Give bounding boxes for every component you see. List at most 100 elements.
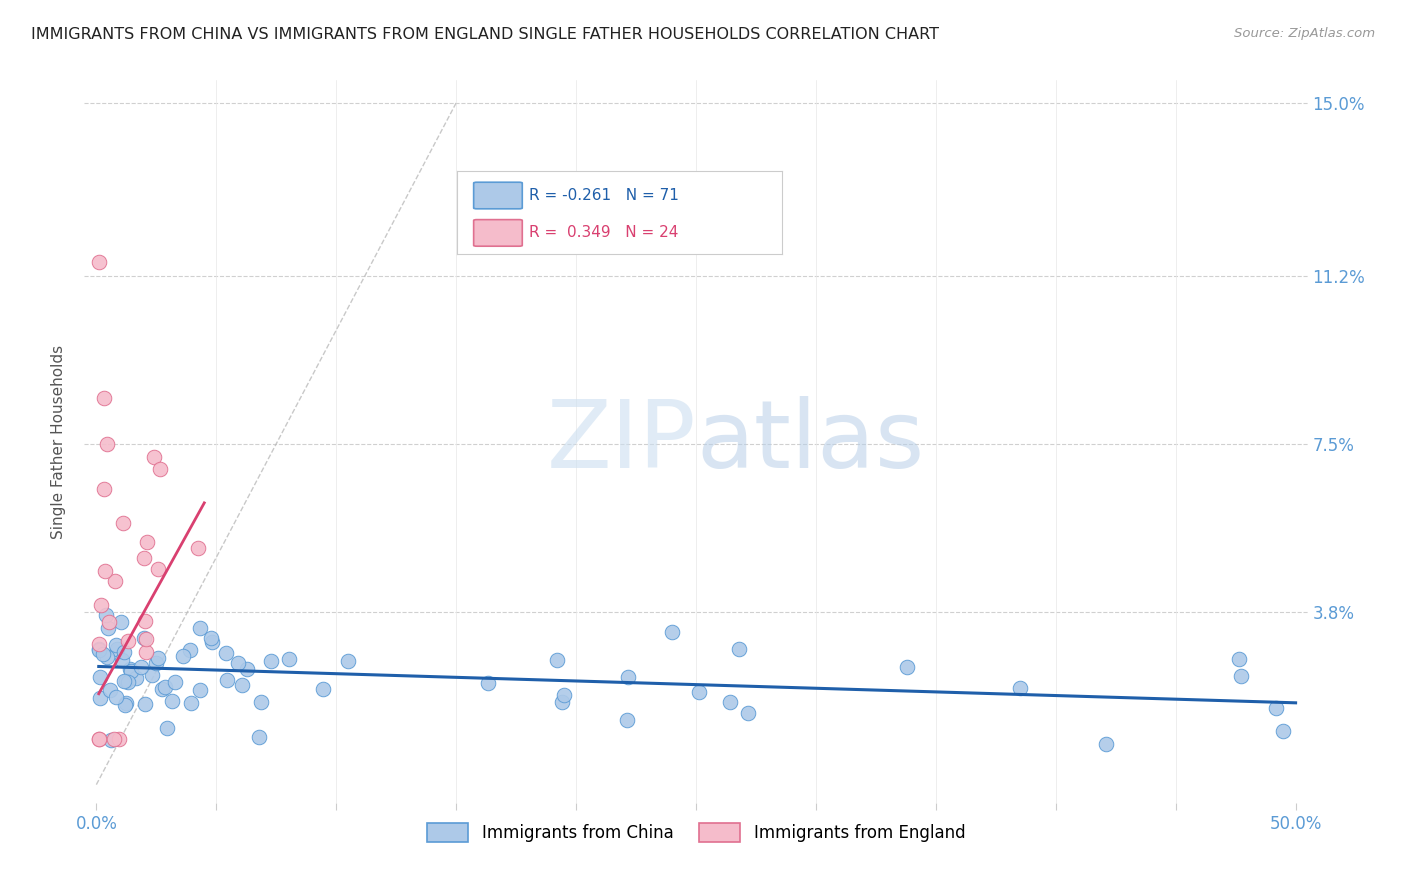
Point	[89, 670, 111, 684]
Point	[87, 636, 110, 650]
Point	[146, 651, 169, 665]
Point	[553, 688, 575, 702]
Point	[87, 732, 110, 747]
Point	[98, 683, 121, 698]
Text: atlas: atlas	[696, 395, 924, 488]
Point	[104, 574, 127, 589]
Point	[93, 392, 115, 406]
Y-axis label: Single Father Households: Single Father Households	[51, 344, 66, 539]
Point	[118, 662, 141, 676]
Point	[172, 648, 194, 663]
Point	[153, 680, 176, 694]
Point	[125, 671, 148, 685]
Point	[89, 642, 111, 657]
Point	[105, 690, 128, 705]
Point	[728, 642, 751, 657]
Point	[661, 624, 683, 639]
Point	[94, 564, 117, 578]
Point	[250, 695, 273, 709]
Point	[188, 621, 211, 635]
Point	[117, 633, 139, 648]
Point	[1272, 724, 1295, 739]
Point	[112, 674, 135, 689]
Point	[111, 653, 134, 667]
Point	[477, 676, 499, 690]
Point	[120, 664, 142, 678]
Point	[110, 615, 132, 629]
Point	[201, 634, 224, 648]
Point	[87, 643, 110, 657]
Point	[720, 695, 742, 709]
Point	[1010, 681, 1032, 695]
Point	[160, 694, 183, 708]
Point	[96, 650, 118, 665]
Point	[260, 654, 283, 668]
Point	[112, 645, 135, 659]
Point	[134, 697, 156, 711]
Point	[1227, 652, 1250, 666]
Point	[336, 654, 359, 668]
Point	[617, 670, 640, 684]
Point	[247, 730, 270, 744]
Point	[117, 675, 139, 690]
Point	[89, 255, 111, 269]
Point	[132, 551, 155, 566]
Point	[112, 516, 135, 530]
Point	[616, 713, 638, 727]
Point	[896, 660, 918, 674]
Point	[215, 646, 238, 660]
Point	[100, 733, 122, 747]
Point	[188, 682, 211, 697]
Point	[105, 639, 128, 653]
Point	[1230, 669, 1253, 683]
Point	[148, 461, 170, 475]
Point	[311, 681, 333, 696]
Point	[226, 657, 249, 671]
Point	[1264, 701, 1286, 715]
Point	[135, 645, 157, 659]
Point	[90, 598, 112, 612]
Point	[93, 482, 115, 496]
Text: IMMIGRANTS FROM CHINA VS IMMIGRANTS FROM ENGLAND SINGLE FATHER HOUSEHOLDS CORREL: IMMIGRANTS FROM CHINA VS IMMIGRANTS FROM…	[31, 27, 939, 42]
Point	[115, 674, 138, 689]
Point	[180, 696, 202, 710]
Point	[114, 698, 136, 713]
Point	[156, 721, 179, 735]
Point	[235, 662, 257, 676]
Point	[96, 607, 118, 622]
Point	[129, 660, 152, 674]
Point	[132, 631, 155, 645]
Point	[98, 615, 121, 629]
Point	[134, 615, 156, 629]
Point	[551, 695, 574, 709]
Point	[141, 668, 163, 682]
Point	[215, 673, 238, 687]
Text: Source: ZipAtlas.com: Source: ZipAtlas.com	[1234, 27, 1375, 40]
Point	[89, 691, 111, 706]
Point	[91, 647, 114, 661]
Point	[108, 732, 131, 747]
Point	[163, 674, 186, 689]
Point	[115, 696, 138, 710]
Point	[97, 621, 120, 635]
Point	[87, 732, 110, 747]
Point	[103, 732, 125, 747]
Point	[200, 632, 222, 646]
Point	[146, 562, 169, 576]
Point	[105, 641, 128, 656]
Point	[96, 437, 118, 451]
Point	[231, 678, 253, 692]
Point	[546, 653, 568, 667]
Point	[187, 541, 209, 556]
Point	[688, 685, 710, 699]
Point	[278, 652, 301, 666]
Legend: Immigrants from China, Immigrants from England: Immigrants from China, Immigrants from E…	[420, 816, 972, 848]
Point	[136, 535, 159, 549]
Point	[143, 450, 166, 465]
Point	[1094, 737, 1116, 751]
Text: ZIP: ZIP	[547, 395, 696, 488]
Point	[737, 706, 759, 720]
Point	[150, 682, 173, 697]
Point	[135, 632, 157, 647]
Point	[145, 656, 167, 670]
